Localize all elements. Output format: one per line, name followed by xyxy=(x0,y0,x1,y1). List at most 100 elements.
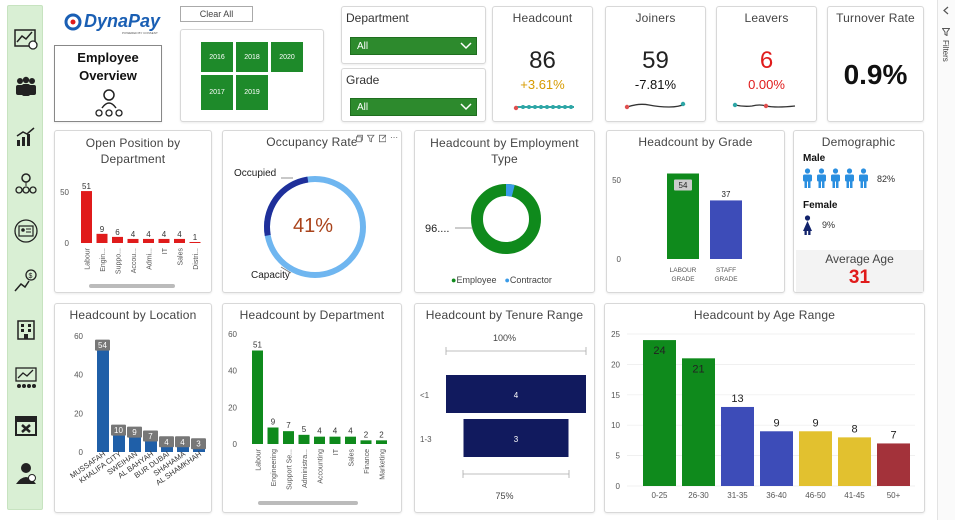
id-card-icon[interactable] xyxy=(11,216,41,246)
bar xyxy=(252,350,263,444)
data-label-badge xyxy=(674,179,692,191)
org-chart-icon[interactable] xyxy=(11,169,41,199)
kpi-leavers-sparkline xyxy=(732,102,796,109)
data-label: 4 xyxy=(180,438,185,447)
year-tile-2020[interactable]: 2020 xyxy=(271,42,303,72)
average-age-label: Average Age xyxy=(825,252,894,266)
filter-funnel-icon xyxy=(942,28,950,36)
sidebar-nav: $ xyxy=(7,5,43,510)
x-tick-label: Marketing xyxy=(380,449,387,480)
data-label-badge xyxy=(159,436,174,448)
legend-employee: ●Employee xyxy=(451,275,497,285)
data-label: 10 xyxy=(114,426,123,435)
employee-profile-icon[interactable] xyxy=(11,458,41,488)
kpi-leavers-card: Leavers 6 0.00% xyxy=(716,6,817,122)
open-position-title: Open Position by Department xyxy=(85,136,181,166)
y-tick-label: 1-3 xyxy=(420,435,432,444)
page-title-line1: Employee xyxy=(77,50,139,65)
bar xyxy=(298,434,310,444)
data-label: 51 xyxy=(82,182,91,191)
focus-mode-icon[interactable] xyxy=(378,134,386,143)
data-label: 54 xyxy=(679,181,688,190)
bar xyxy=(329,436,341,444)
salary-trend-icon[interactable]: $ xyxy=(11,266,41,296)
logo-brand: DynaPay xyxy=(84,11,161,31)
kpi-turnover-card: Turnover Rate 0.9% xyxy=(827,6,924,122)
year-tile-2017[interactable]: 2017 xyxy=(201,75,233,110)
x-tick-label: Administra... xyxy=(302,449,309,488)
x-tick-label: GRADE xyxy=(671,276,695,283)
x-tick-label: GRADE xyxy=(714,276,738,283)
bar xyxy=(161,444,173,452)
y-tick-label: 25 xyxy=(611,330,620,339)
employee-slice xyxy=(471,184,541,254)
clear-all-button[interactable]: Clear All xyxy=(180,6,253,22)
data-label: 24 xyxy=(653,345,665,357)
data-label: 4 xyxy=(164,438,169,447)
x-tick-label: Sales xyxy=(349,449,356,467)
department-chart-card: Headcount by Department 60 40 20 0 51 Labour 9… xyxy=(222,303,402,513)
data-label: 3 xyxy=(514,435,519,444)
tenure-top-percent: 100% xyxy=(492,333,517,343)
data-label: 9 xyxy=(100,225,105,234)
y-tick-label: 20 xyxy=(74,409,83,418)
bar xyxy=(643,340,676,486)
grade-filter: Grade All xyxy=(341,68,486,122)
chevron-left-icon[interactable] xyxy=(942,6,951,15)
location-chart-title: Headcount by Location xyxy=(69,308,197,322)
dashboard-icon[interactable] xyxy=(11,24,41,54)
calendar-icon[interactable] xyxy=(11,410,41,440)
bar xyxy=(360,440,372,444)
department-dropdown[interactable]: All xyxy=(350,37,477,55)
year-tile-2016[interactable]: 2016 xyxy=(201,42,233,72)
filter-icon[interactable] xyxy=(367,134,375,143)
y-tick-label: 40 xyxy=(74,371,83,380)
horizontal-scrollbar[interactable] xyxy=(89,284,175,288)
y-tick-label: 50 xyxy=(60,188,69,197)
department-filter: Department All xyxy=(341,6,486,64)
data-label: 9 xyxy=(773,417,779,429)
filters-pane-collapsed[interactable]: Filters xyxy=(937,0,955,520)
growth-chart-icon[interactable] xyxy=(11,122,41,152)
bar xyxy=(721,406,754,486)
grade-dropdown[interactable]: All xyxy=(350,98,477,116)
demographic-title: Demographic xyxy=(821,135,896,149)
data-label: 4 xyxy=(162,230,167,239)
kpi-leavers-change: 0.00% xyxy=(748,77,785,92)
year-tile-2018[interactable]: 2018 xyxy=(236,42,268,72)
data-label: 2 xyxy=(379,430,384,439)
age-chart-title: Headcount by Age Range xyxy=(693,308,836,322)
bar xyxy=(283,431,294,444)
kpi-headcount-title: Headcount xyxy=(512,11,573,25)
employment-type-value-label: 96.... xyxy=(425,223,450,235)
y-tick-label: 0 xyxy=(233,440,238,449)
report-icon[interactable] xyxy=(11,363,41,393)
open-position-chart-card: Open Position by Department 50 0 51 Labour 9… xyxy=(54,130,212,293)
logo-icon xyxy=(64,13,82,31)
kpi-turnover-value: 0.9% xyxy=(843,59,908,90)
year-tile-2019[interactable]: 2019 xyxy=(236,75,268,110)
kpi-headcount-card: Headcount 86 +3.61% xyxy=(492,6,593,122)
data-label: 4 xyxy=(146,230,151,239)
female-label: Female xyxy=(803,200,838,211)
visual-header: ⋯ xyxy=(356,132,400,144)
data-label: 7 xyxy=(890,429,896,441)
bar xyxy=(838,437,871,486)
horizontal-scrollbar[interactable] xyxy=(258,501,358,505)
y-tick-label: 10 xyxy=(611,421,620,430)
bar xyxy=(129,434,141,452)
data-label-badge xyxy=(717,188,735,200)
data-label: 37 xyxy=(722,190,731,199)
team-icon[interactable] xyxy=(11,72,41,102)
bar xyxy=(127,238,139,243)
copy-icon[interactable] xyxy=(356,134,363,143)
male-person-icon xyxy=(859,168,868,188)
capacity-leader xyxy=(280,266,292,274)
data-label: 3 xyxy=(196,440,201,449)
employment-type-card: Headcount by Employment Type 96.... ●Emp… xyxy=(414,130,595,293)
age-chart-card: Headcount by Age Range 25 20 15 10 5 0 24 0-25 2… xyxy=(604,303,925,513)
x-tick-label: LABOUR xyxy=(670,267,697,274)
grade-filter-label: Grade xyxy=(346,73,380,87)
more-options-icon[interactable]: ⋯ xyxy=(390,133,398,142)
building-icon[interactable] xyxy=(11,314,41,344)
